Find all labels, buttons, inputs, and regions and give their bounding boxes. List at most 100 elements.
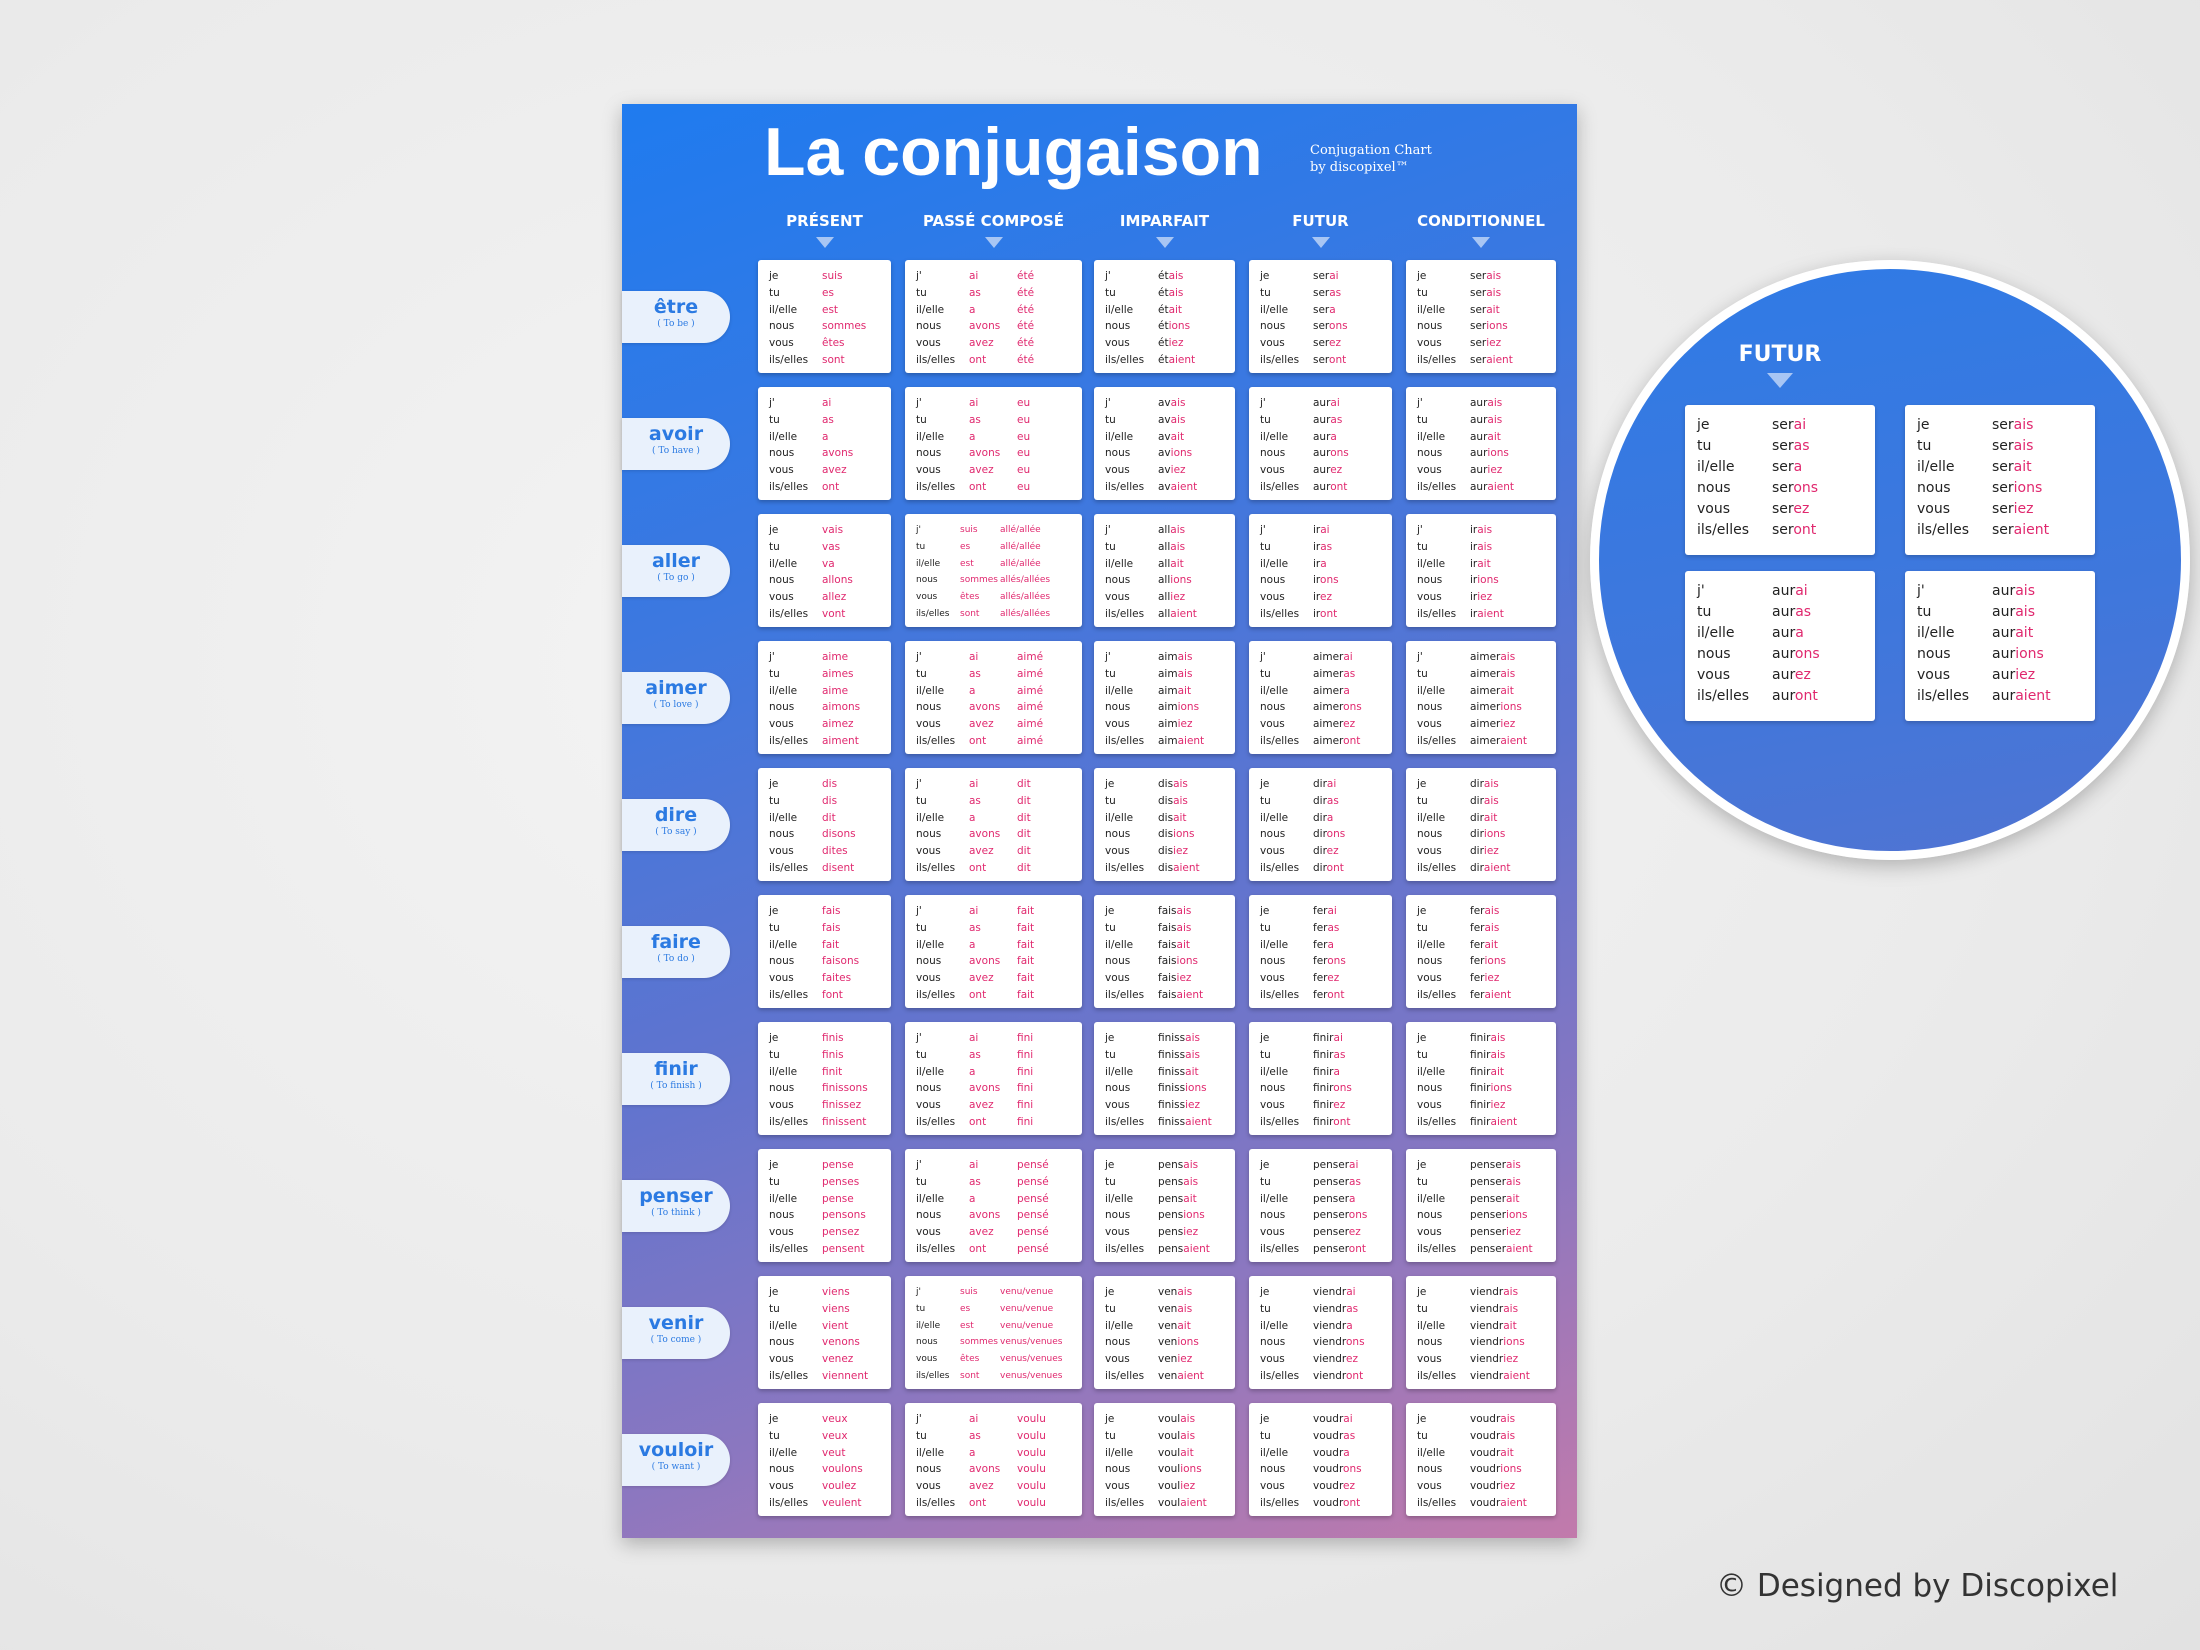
stem: fer [1470,955,1485,968]
ending: ais [1486,286,1502,299]
verb-form: serait [1470,302,1500,319]
stem: aur [1470,447,1488,460]
stem: fais [1158,972,1177,985]
ending: ait [1177,1319,1191,1332]
conjugation-card: j' aime tu aimes il/elle aime nous aimons vous ai… [758,641,891,754]
verb-form: faisions [1158,953,1198,970]
conjugation-row: tu as [769,412,891,429]
stem: viendr [1313,1369,1346,1382]
conjugation-row: vous diriez [1417,843,1556,860]
verb-form: ira [1313,556,1327,573]
stem: voudr [1470,1413,1501,1425]
pronoun: il/elle [916,558,941,569]
conjugation-row: je dis [769,776,891,793]
verb-form: auras [1772,602,1811,623]
verb-form: penserais [1470,1157,1521,1174]
conjugation-row: ils/elles font [769,987,891,1004]
participle: fait [1017,938,1035,951]
ending: ez [1333,1099,1346,1112]
pronoun: il/elle [1417,684,1446,697]
pronoun: nous [916,955,942,968]
pronoun: j' [1260,524,1266,536]
verb-form: allait [1158,556,1184,573]
conjugation-card: j' ai voulu tu as voulu il/elle a voulu nous avons… [905,1403,1082,1516]
stem: ser [1313,320,1330,333]
stem: voudr [1313,1429,1344,1442]
ending: ais [1168,286,1184,299]
stem: fer [1313,972,1328,985]
ending: ions [1185,1082,1207,1095]
conjugation-row: j' aimais [1105,649,1235,666]
ending: es [822,286,834,299]
auxiliary: as [969,667,981,680]
stem: dis [1158,778,1174,790]
verb-form: diras [1313,793,1339,810]
auxiliary: ont [969,1242,987,1255]
pronoun: ils/elles [916,1242,956,1255]
conjugation-row: vous êtes venus/venues [916,1351,1082,1368]
conjugation-row: ils/elles finiront [1260,1114,1392,1131]
pronoun: ils/elles [1260,1369,1300,1382]
ending: avons [822,447,854,460]
verb-form: ont [822,479,839,496]
verb-form: as [822,412,834,429]
pronoun: il/elle [769,1192,798,1205]
stem: fer [1470,905,1485,917]
verb-form: finissaient [1158,1114,1212,1131]
ending: ais [1477,524,1493,536]
pronoun: ils/elles [916,1115,956,1128]
auxiliary: a [969,430,976,443]
conjugation-row: nous venions [1105,1334,1235,1351]
ending: ez [1346,1353,1358,1366]
ending: ions [1170,447,1193,460]
stem: penser [1470,1226,1507,1239]
stem: aur [1992,604,2016,620]
conjugation-row: nous étions [1105,318,1235,335]
pronoun: j' [916,1287,921,1297]
stem: finir [1313,1048,1334,1061]
ending: aient [1180,1496,1207,1509]
verb-form: font [822,987,843,1004]
verb-form: viens [822,1301,850,1318]
stem: aur [1313,480,1331,493]
ending: aient [1183,1242,1210,1255]
ending: iez [1490,1099,1506,1112]
stem: aim [1158,734,1178,747]
verb-name: dire [654,803,698,826]
pronoun: il/elle [1105,1065,1134,1078]
ending: ions [1477,574,1499,587]
pronoun: j' [1260,397,1266,409]
pronoun: ils/elles [769,607,809,620]
stem: ser [1992,459,2014,475]
ending: ait [2013,459,2032,475]
stem: ser [1992,438,2014,454]
verb-translation: ( To finish ) [650,1080,702,1091]
ending: as [1346,1302,1359,1315]
verb-form: aviez [1158,462,1186,479]
verb-form: viendriez [1470,1351,1518,1368]
verb-form: finissions [1158,1080,1207,1097]
verb-tab-8: venir( To come ) [622,1306,730,1359]
conjugation-row: vous aurez [1697,665,1875,686]
pronoun: vous [916,718,941,731]
verb-form: auront [1313,479,1347,496]
pronoun: nous [769,828,795,841]
arrow-down-icon [1472,237,1490,248]
verb-form: finira [1313,1064,1340,1081]
conjugation-row: je finis [769,1030,891,1047]
conjugation-row: ils/elles viendraient [1417,1368,1556,1385]
ending: a [1793,459,1803,475]
participle: été [1017,286,1035,299]
stem: pens [1158,1209,1184,1222]
verb-form: aimait [1158,683,1191,700]
participle: voulu [1017,1496,1046,1509]
ending: suis [822,270,843,282]
verb-form: pensaient [1158,1241,1210,1258]
stem: ser [1313,353,1330,366]
conjugation-row: vous aimez [769,716,891,733]
auxiliary: avez [969,972,994,985]
pronoun: il/elle [1260,684,1289,697]
verb-form: aurais [1992,581,2035,602]
ending: as [1343,667,1356,680]
pronoun: nous [1417,320,1443,333]
